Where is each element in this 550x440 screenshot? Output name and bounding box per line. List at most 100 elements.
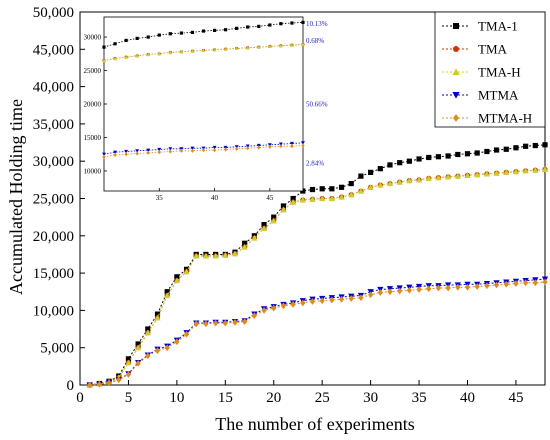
data-point [280,302,287,310]
inset-data-point [168,50,173,55]
inset-data-point [190,30,195,34]
inset-data-point [190,49,195,53]
data-point [280,203,287,209]
data-point [464,151,471,157]
data-point [523,279,529,287]
inset-data-point [124,149,129,154]
inset-data-point [301,42,305,47]
inset-data-point [223,47,228,51]
data-point [319,195,326,202]
inset-data-point [301,143,305,148]
data-point [368,291,374,299]
data-point [271,304,277,312]
data-point [96,380,102,388]
inset-data-point [124,38,128,43]
inset-data-point [235,146,239,151]
data-point [261,222,267,228]
inset-data-point [113,42,117,46]
inset-data-point [146,52,151,57]
inset-data-point [102,154,106,159]
inset-data-point [279,144,283,149]
inset-data-point [212,47,217,52]
inset-data-point [168,147,173,151]
data-point [174,274,180,280]
data-point [271,214,277,220]
data-point [396,178,403,185]
data-point [270,217,277,224]
data-point [357,187,365,194]
inset-x-tick-label: 40 [211,194,219,202]
data-point [493,170,500,176]
data-point [328,195,335,202]
data-point [513,280,519,287]
inset-data-point [212,145,217,150]
inset-data-point [168,149,172,154]
inset-data-point [290,144,294,149]
data-point [329,296,335,304]
inset-data-point [113,150,117,155]
data-point [174,338,180,346]
data-point [251,234,258,241]
inset-data-point [257,145,261,150]
data-point [242,318,248,325]
data-point [329,186,335,192]
data-point [145,326,151,332]
data-point [397,287,403,295]
data-point [183,330,190,338]
y-tick-label: 50,000 [33,5,74,21]
data-point [251,312,257,320]
data-point [474,171,481,178]
inset-data-point [157,33,161,37]
data-point [135,359,141,367]
legend-item-mtma-h: MTMA-H [442,111,532,126]
data-point [523,143,529,149]
inset-y-tick-label: 10000 [84,167,102,175]
data-point [203,320,209,328]
data-point [319,186,325,192]
data-point [542,142,548,148]
data-point [541,166,549,173]
data-point [260,225,268,231]
inset-annotation: 0.68% [306,37,324,45]
data-point [426,285,432,293]
series-tma-h [86,166,549,388]
data-point [435,154,442,160]
data-point [426,154,432,161]
inset-data-point [212,148,217,153]
inset-data-point [157,147,162,152]
legend-item-mtma: MTMA [442,88,519,103]
inset-y-tick-label: 25000 [84,67,102,75]
x-tick-label: 30 [363,390,378,406]
inset-data-point [135,151,139,156]
data-point [474,150,480,156]
inset-data-point [102,45,106,49]
data-point [116,376,122,384]
inset-data-point [290,21,294,25]
data-point [512,168,520,175]
data-point [387,288,393,296]
data-point [222,319,228,327]
series-mtma-h [87,278,548,389]
inset-y-tick-label: 30000 [84,34,102,42]
inset-data-point [268,144,272,149]
inset-annotation: 50.66% [306,101,328,109]
data-point [164,289,170,295]
inset-data-point [245,45,250,50]
legend-item-tma-1: TMA-1 [442,19,518,34]
data-point [309,196,316,202]
inset-data-point [135,36,139,41]
inset-data-point [157,51,162,56]
inset-data-point [179,49,184,54]
inset-data-point [146,150,150,155]
data-point [87,381,93,389]
data-point [532,142,538,149]
data-point [125,359,132,366]
inset-data-point [190,146,195,151]
data-point [231,250,239,257]
legend-marker [453,23,459,29]
data-point [464,172,471,178]
inset-data-point [124,55,129,59]
data-point [503,146,509,152]
y-tick-label: 5,000 [40,341,74,357]
